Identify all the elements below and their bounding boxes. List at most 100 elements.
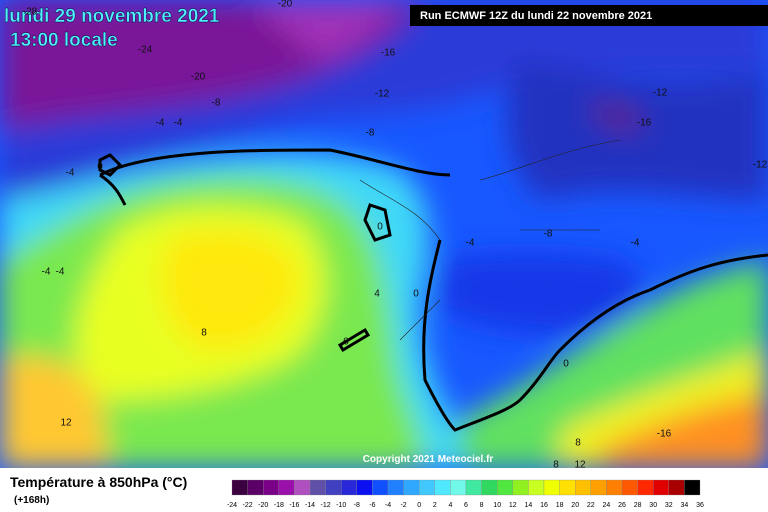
- colorbar-cell: [434, 479, 451, 496]
- contour-label: 8: [553, 460, 559, 471]
- colorbar-cell: [653, 479, 669, 496]
- colorbar-cell: [497, 479, 513, 496]
- map-field: [0, 0, 768, 468]
- contour-label: -12: [653, 88, 668, 99]
- colorbar-tick: 18: [556, 502, 564, 509]
- contour-label: -4: [56, 267, 65, 278]
- contour-label: -8: [544, 229, 553, 240]
- colorbar-cell: [559, 479, 576, 496]
- colorbar-tick: -4: [385, 502, 391, 509]
- colorbar-tick: -8: [354, 502, 360, 509]
- colorbar-tick: 26: [618, 502, 626, 509]
- contour-label: 4: [374, 289, 380, 300]
- colorbar-cell: [278, 479, 295, 496]
- colorbar-cell: [403, 479, 420, 496]
- contour-label: 12: [574, 460, 586, 471]
- colorbar-tick: -10: [336, 502, 346, 509]
- contour-labels: -20-28-24-20-16-12 -12-16-12-8-8-8-4 -4-4-…: [23, 0, 768, 471]
- colorbar-tick: 4: [448, 502, 452, 509]
- contour-label: -20: [191, 72, 206, 83]
- colorbar-tick: 0: [417, 502, 421, 509]
- contour-label: 0: [97, 162, 103, 173]
- colorbar-cell: [512, 479, 529, 496]
- colorbar-tick: 6: [464, 502, 468, 509]
- colorbar-tick: 8: [480, 502, 484, 509]
- colorbar-tick: 36: [696, 502, 704, 509]
- contour-label: 0: [343, 337, 349, 348]
- colorbar-cell: [419, 479, 435, 496]
- colorbar-cell: [684, 479, 701, 496]
- contour-label: -4: [631, 238, 640, 249]
- colorbar-tick: 14: [525, 502, 533, 509]
- contour-label: -16: [381, 48, 396, 59]
- colorbar-tick: 2: [433, 502, 437, 509]
- contour-label: 0: [563, 359, 569, 370]
- contour-label: -8: [212, 98, 221, 109]
- contour-label: -4: [66, 168, 75, 179]
- contour-label: -24: [138, 45, 153, 56]
- contour-label: -12: [375, 89, 390, 100]
- colorbar-cell: [309, 479, 326, 496]
- colorbar-cell: [543, 479, 560, 496]
- contour-label: -16: [637, 118, 652, 129]
- colorbar-tick: 10: [493, 502, 501, 509]
- colorbar-cell: [637, 479, 654, 496]
- time: 13:00 locale: [10, 30, 118, 51]
- colorbar-cell: [387, 479, 404, 496]
- colorbar-tick: 28: [634, 502, 642, 509]
- copyright: Copyright 2021 Meteociel.fr: [363, 454, 494, 465]
- contour-label: 0: [413, 289, 419, 300]
- contour-label: 12: [60, 418, 72, 429]
- colorbar-tick: -24: [227, 502, 237, 509]
- colorbar-cell: [231, 479, 248, 496]
- legend-title: Température à 850hPa (°C): [10, 474, 187, 490]
- contour-label: -4: [42, 267, 51, 278]
- colorbar-tick: -20: [258, 502, 268, 509]
- colorbar-cell: [325, 479, 342, 496]
- date: lundi 29 novembre 2021: [4, 6, 220, 27]
- contour-label: -12: [753, 160, 768, 171]
- contour-label: -4: [156, 118, 165, 129]
- colorbar-tick: -16: [289, 502, 299, 509]
- colorbar-cell: [606, 479, 623, 496]
- contour-label: -20: [278, 0, 293, 10]
- colorbar: -24 -22 -20 -18 -16 -14 -12 -10 -8 -6 -4 -2 0 2 4 6 8 10 1…: [227, 479, 704, 509]
- colorbar-cell: [528, 479, 545, 496]
- colorbar-tick: -6: [369, 502, 375, 509]
- colorbar-cell: [450, 479, 467, 496]
- colorbar-tick: 32: [665, 502, 673, 509]
- contour-label: -8: [366, 128, 375, 139]
- colorbar-cell: [247, 479, 264, 496]
- colorbar-cell: [372, 479, 389, 496]
- colorbar-cell: [294, 479, 311, 496]
- run-box: [410, 5, 768, 26]
- colorbar-tick: -22: [243, 502, 253, 509]
- colorbar-tick: 34: [681, 502, 689, 509]
- contour-label: -4: [466, 238, 475, 249]
- colorbar-cell: [668, 479, 685, 496]
- contour-label: -16: [657, 429, 672, 440]
- colorbar-cell: [263, 479, 279, 496]
- colorbar-tick: -2: [400, 502, 406, 509]
- contour-label: 8: [201, 328, 207, 339]
- colorbar-cell: [621, 479, 638, 496]
- colorbar-cell: [465, 479, 482, 496]
- contour-label: -28: [23, 7, 38, 18]
- colorbar-tick: 12: [509, 502, 517, 509]
- colorbar-tick: -12: [321, 502, 331, 509]
- colorbar-tick: 20: [571, 502, 579, 509]
- colorbar-tick: 24: [603, 502, 611, 509]
- colorbar-cell: [590, 479, 607, 496]
- colorbar-cell: [341, 479, 357, 496]
- colorbar-cell: [575, 479, 591, 496]
- colorbar-tick: 16: [540, 502, 548, 509]
- colorbar-cell: [481, 479, 498, 496]
- contour-label: -4: [174, 118, 183, 129]
- contour-label: 8: [575, 438, 581, 449]
- colorbar-cell: [356, 479, 373, 496]
- colorbar-tick: 22: [587, 502, 595, 509]
- colorbar-tick: 30: [649, 502, 657, 509]
- contour-label: 0: [377, 222, 383, 233]
- colorbar-tick: -18: [274, 502, 284, 509]
- colorbar-tick: -14: [305, 502, 315, 509]
